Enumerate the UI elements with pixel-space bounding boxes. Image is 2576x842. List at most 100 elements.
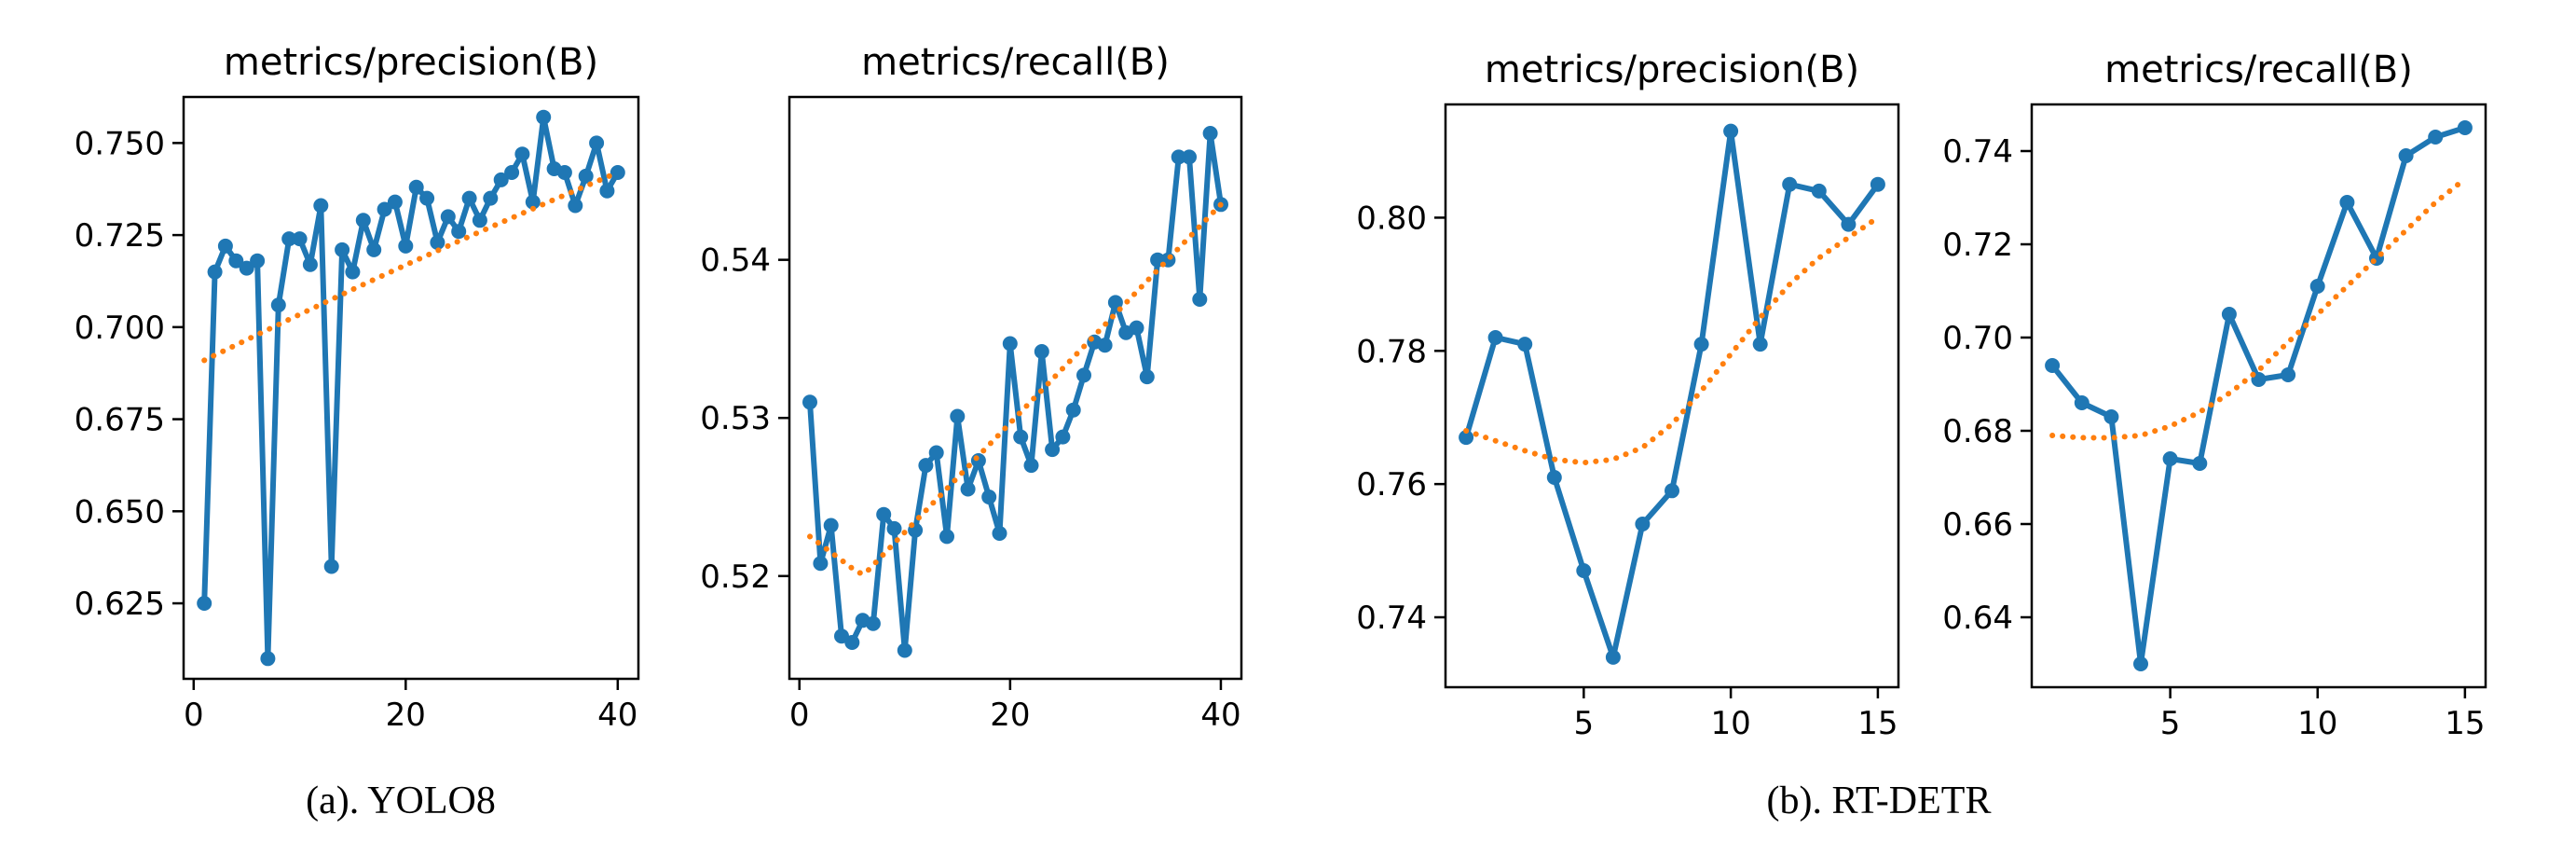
chart-title: metrics/recall(B)	[861, 41, 1170, 84]
y-tick-label: 0.725	[75, 217, 165, 255]
x-tick-label: 20	[990, 697, 1030, 734]
y-tick-label: 0.74	[1356, 600, 1427, 637]
data-point	[323, 559, 339, 574]
data-point	[981, 490, 997, 504]
data-point	[2162, 451, 2178, 466]
data-point	[250, 253, 266, 269]
x-tick-label: 40	[597, 697, 637, 734]
data-point	[950, 408, 966, 424]
data-point	[377, 201, 392, 217]
x-tick-label: 10	[2297, 705, 2337, 742]
data-point	[355, 213, 371, 228]
data-point	[1055, 429, 1071, 445]
y-tick-label: 0.650	[75, 493, 165, 531]
data-point	[1202, 126, 1218, 141]
data-point	[430, 235, 445, 250]
y-tick-label: 0.76	[1356, 466, 1427, 504]
data-point	[292, 231, 308, 247]
y-tick-label: 0.78	[1356, 333, 1427, 370]
axes-frame	[1444, 103, 1900, 689]
data-point	[2309, 279, 2325, 294]
y-tick-label: 0.74	[1942, 133, 2013, 171]
chart-title: metrics/precision(B)	[1485, 48, 1859, 91]
data-point	[578, 168, 594, 184]
data-point	[366, 242, 382, 257]
data-point	[270, 297, 286, 313]
x-tick-label: 15	[2445, 705, 2485, 742]
data-point	[472, 213, 487, 228]
y-tick-label: 0.53	[700, 400, 771, 437]
data-point	[1752, 337, 1768, 352]
data-point	[1013, 429, 1029, 445]
data-point	[335, 242, 350, 257]
data-point	[313, 198, 329, 214]
data-point	[992, 526, 1007, 541]
data-point	[197, 596, 212, 611]
trend-line	[2049, 176, 2468, 441]
x-tick-label: 0	[184, 697, 204, 734]
trend-line	[201, 170, 621, 364]
x-tick-label: 5	[1574, 705, 1595, 742]
data-point	[568, 198, 583, 214]
chart-title: metrics/precision(B)	[224, 41, 598, 84]
data-point	[260, 651, 276, 667]
y-tick-label: 0.80	[1356, 200, 1427, 237]
data-point	[2221, 307, 2237, 322]
data-point	[536, 109, 552, 125]
data-point	[1002, 336, 1018, 352]
x-tick-label: 20	[386, 697, 426, 734]
chart-panel-4: metrics/recall(B) 5 10 15 0.64 0.66 0.68 0.70 0.…	[1942, 48, 2487, 742]
data-point	[281, 231, 297, 247]
data-point	[802, 394, 817, 410]
data-point	[960, 481, 976, 497]
chart-panel-3: metrics/precision(B) 5 10 15 0.74 0.76 0.78 0.8…	[1356, 48, 1900, 742]
data-point	[504, 165, 520, 180]
data-point	[1517, 337, 1533, 352]
data-point	[1023, 458, 1039, 474]
data-point	[1034, 344, 1049, 359]
data-point	[556, 165, 572, 180]
axes-frame	[788, 95, 1243, 681]
x-tick-label: 0	[789, 697, 810, 734]
data-point	[1487, 330, 1503, 345]
data-point	[1065, 402, 1081, 418]
data-point	[2192, 456, 2208, 471]
axes-frame	[182, 95, 640, 681]
y-tick-label: 0.675	[75, 402, 165, 439]
data-point	[2103, 409, 2119, 424]
data-point	[2428, 130, 2444, 145]
data-point	[1605, 649, 1621, 665]
data-point	[440, 209, 456, 225]
data-point	[2074, 395, 2090, 410]
data-point	[1693, 337, 1709, 352]
data-point	[1782, 176, 1798, 192]
chart-title: metrics/recall(B)	[2104, 48, 2413, 91]
data-point	[1870, 176, 1885, 192]
data-point	[1459, 430, 1474, 446]
data-point	[1182, 149, 1197, 165]
data-point	[844, 635, 860, 650]
y-tick-label: 0.625	[75, 586, 165, 623]
data-point	[1841, 216, 1857, 232]
data-point	[461, 190, 477, 206]
data-point	[886, 520, 902, 536]
data-point	[918, 458, 934, 474]
data-point	[2398, 148, 2414, 163]
y-tick-label: 0.700	[75, 310, 165, 347]
data-point	[1192, 292, 1208, 307]
x-tick-label: 10	[1710, 705, 1750, 742]
data-point	[1635, 517, 1651, 531]
trend-line	[1463, 214, 1881, 466]
data-point	[1171, 149, 1186, 165]
data-point	[1723, 123, 1739, 139]
y-tick-label: 0.70	[1942, 320, 2013, 357]
data-point	[610, 165, 625, 180]
data-point	[1665, 483, 1679, 499]
data-point	[865, 615, 881, 631]
data-point	[302, 256, 318, 272]
data-point	[1576, 563, 1592, 578]
data-point	[1546, 470, 1562, 485]
series-line	[807, 131, 1224, 654]
y-tick-label: 0.52	[700, 559, 771, 596]
